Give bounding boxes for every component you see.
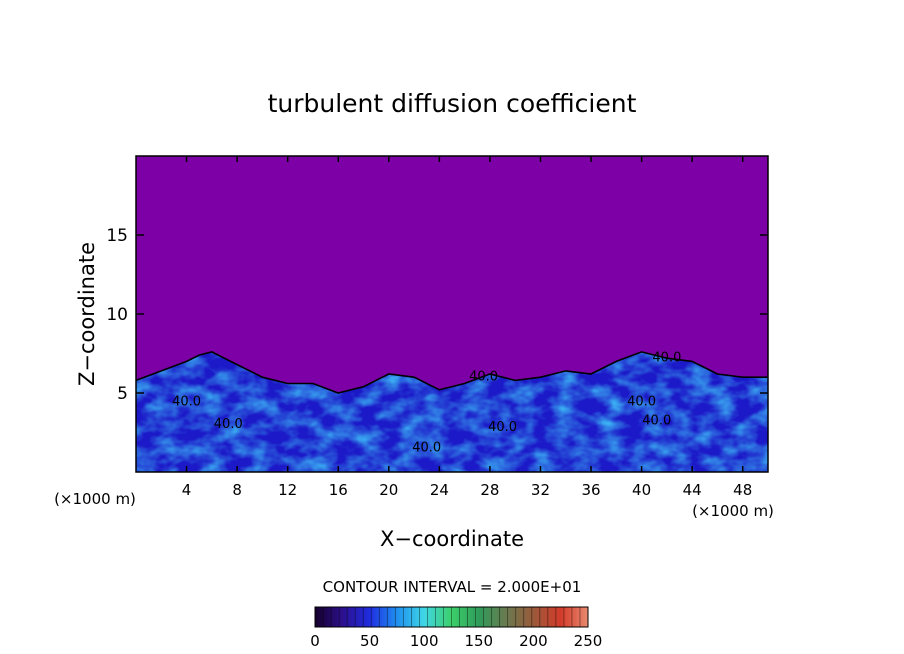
contour-label: 40.0 bbox=[172, 395, 201, 410]
x-unit-right: (×1000 m) bbox=[692, 502, 774, 520]
contour-label: 40.0 bbox=[488, 420, 517, 435]
colorbar: 0 50 100 150 200 250 bbox=[310, 606, 602, 650]
colorbar-ticks: 0 50 100 150 200 250 bbox=[310, 632, 602, 650]
colorbar-tick-label: 200 bbox=[519, 632, 548, 650]
y-tick-label: 5 bbox=[117, 384, 128, 404]
colorbar-tick-label: 250 bbox=[574, 632, 603, 650]
y-axis-label: Z−coordinate bbox=[75, 242, 99, 386]
x-tick-label: 4 bbox=[182, 481, 192, 499]
colorbar-tick-label: 0 bbox=[310, 632, 320, 650]
y-tick-label: 15 bbox=[106, 226, 128, 246]
contour-label: 40.0 bbox=[469, 369, 498, 384]
x-unit-left: (×1000 m) bbox=[54, 490, 136, 508]
x-tick-label: 8 bbox=[232, 481, 242, 499]
contour-label: 40.0 bbox=[642, 414, 671, 429]
x-tick-label: 48 bbox=[733, 481, 752, 499]
contour-label: 40.0 bbox=[214, 417, 243, 432]
x-tick-label: 16 bbox=[329, 481, 348, 499]
contour-label: 40.0 bbox=[412, 440, 441, 455]
contour-label: 40.0 bbox=[627, 395, 656, 410]
turbulent-top-contour bbox=[136, 351, 768, 394]
contour-labels: 40.0 40.0 40.0 40.0 40.0 40.0 40.0 40.0 bbox=[172, 350, 681, 455]
heatmap-area: 40.0 40.0 40.0 40.0 40.0 40.0 40.0 40.0 bbox=[135, 155, 769, 473]
x-tick-label: 36 bbox=[581, 481, 600, 499]
turbulent-layer-texture bbox=[136, 351, 768, 472]
x-tick-label: 44 bbox=[683, 481, 702, 499]
x-tick-label: 40 bbox=[632, 481, 651, 499]
x-tick-label: 32 bbox=[531, 481, 550, 499]
chart-title: turbulent diffusion coefficient bbox=[268, 89, 637, 118]
contour-interval-label: CONTOUR INTERVAL = 2.000E+01 bbox=[323, 578, 582, 596]
contour-label: 40.0 bbox=[652, 350, 681, 365]
x-tick-label: 28 bbox=[480, 481, 499, 499]
colorbar-tick-label: 150 bbox=[464, 632, 493, 650]
y-tick-label: 10 bbox=[106, 305, 128, 325]
x-tick-label: 24 bbox=[430, 481, 449, 499]
x-tick-label: 12 bbox=[278, 481, 297, 499]
x-axis-label: X−coordinate bbox=[380, 527, 524, 551]
x-axis-ticks: 4 8 12 16 20 24 28 32 36 40 44 48 bbox=[182, 156, 752, 499]
colorbar-stripes bbox=[322, 607, 581, 627]
colorbar-tick-label: 100 bbox=[410, 632, 439, 650]
colorbar-frame bbox=[314, 606, 589, 628]
y-axis-ticks: 5 10 15 bbox=[106, 226, 768, 404]
x-tick-label: 20 bbox=[379, 481, 398, 499]
colorbar-tick-label: 50 bbox=[360, 632, 379, 650]
